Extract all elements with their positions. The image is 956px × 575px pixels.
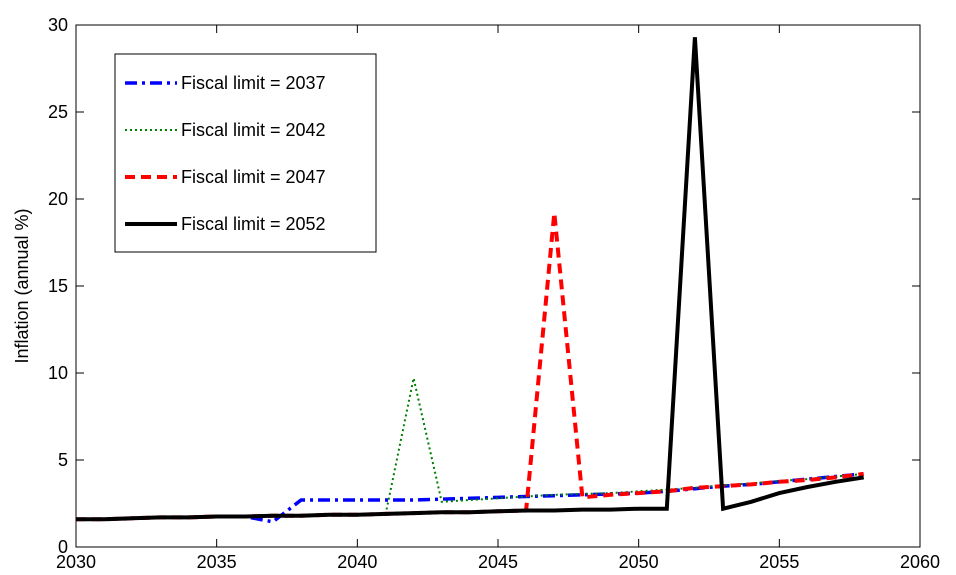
- x-tick-label: 2035: [197, 552, 237, 572]
- y-tick-label: 10: [48, 363, 68, 383]
- plot-lines: [76, 37, 865, 524]
- legend-box: [114, 53, 377, 253]
- y-tick-label: 30: [48, 15, 68, 35]
- legend: Fiscal limit = 2037 Fiscal limit = 2042 Fi…: [114, 53, 377, 253]
- y-axis-label: Inflation (annual %): [12, 208, 32, 363]
- y-tick-label: 25: [48, 102, 68, 122]
- y-tick-label: 20: [48, 189, 68, 209]
- series-line-4: [76, 37, 865, 522]
- x-tick-label: 2050: [619, 552, 659, 572]
- x-tick-label: 2045: [478, 552, 518, 572]
- legend-label-1: Fiscal limit = 2037: [181, 73, 326, 93]
- axis-tick-labels: 2030 2035 2040 2045 2050 2055 2060 0 5 10 15 20 25 30: [48, 15, 940, 572]
- x-tick-label: 2040: [337, 552, 377, 572]
- y-tick-label: 15: [48, 276, 68, 296]
- y-tick-label: 0: [58, 537, 68, 557]
- legend-label-3: Fiscal limit = 2047: [181, 167, 326, 187]
- legend-label-2: Fiscal limit = 2042: [181, 120, 326, 140]
- axis-ticks: [75, 24, 921, 548]
- x-tick-label: 2030: [56, 552, 96, 572]
- y-tick-label: 5: [58, 450, 68, 470]
- x-tick-label: 2060: [900, 552, 940, 572]
- x-tick-label: 2055: [759, 552, 799, 572]
- legend-label-4: Fiscal limit = 2052: [181, 214, 326, 234]
